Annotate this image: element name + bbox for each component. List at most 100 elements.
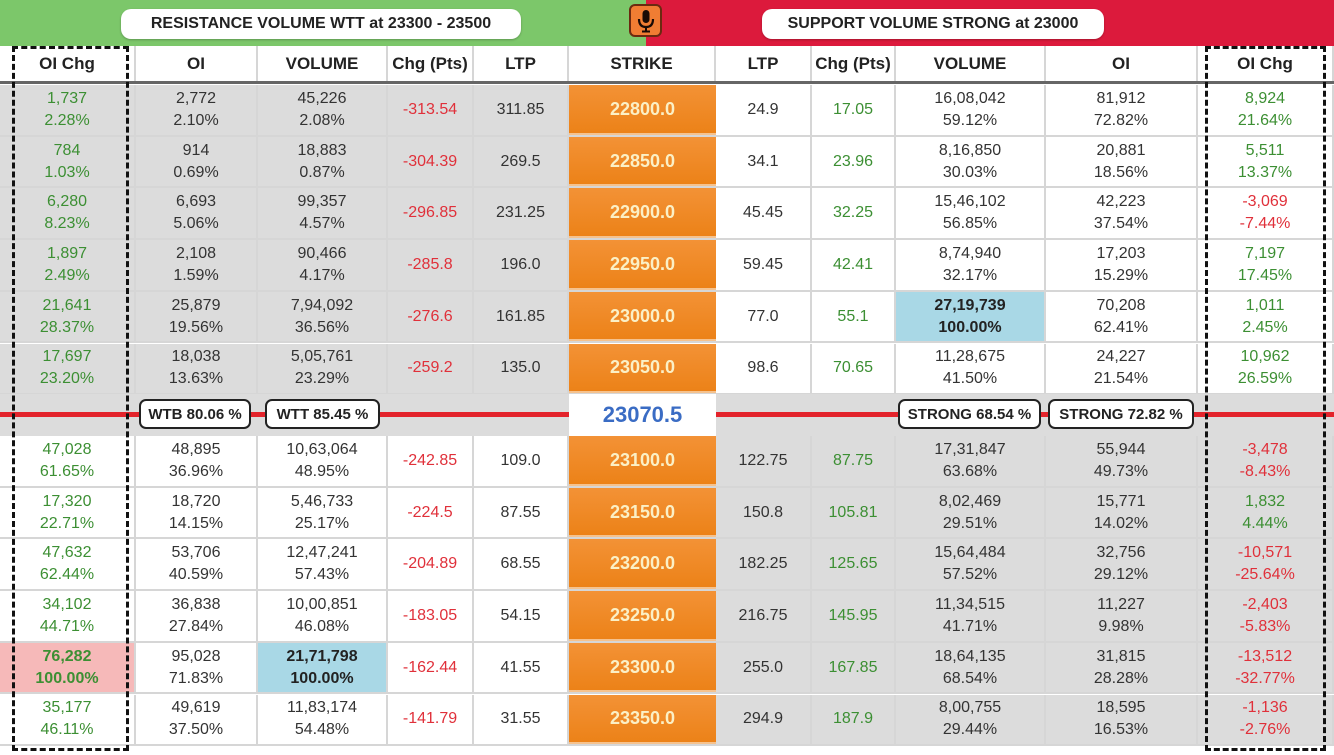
call-oi-value: 95,028 (171, 647, 221, 665)
header-call-change-pts[interactable]: Chg (Pts) (388, 46, 474, 81)
strike-cell[interactable]: 23150.0 (569, 487, 716, 538)
put-volume-cell: 11,34,515 41.71% (896, 591, 1046, 641)
header-put-ltp[interactable]: LTP (716, 46, 812, 81)
header-put-volume[interactable]: VOLUME (896, 46, 1046, 81)
header-put-oi[interactable]: OI (1046, 46, 1198, 81)
call-ltp-cell: 135.0 (474, 343, 569, 394)
call-oi-change-value: 35,177 (42, 699, 92, 717)
spot-price: 23070.5 (569, 394, 716, 436)
call-oi-cell: 2,772 2.10% (136, 85, 258, 135)
table-row[interactable]: 1,737 2.28% 2,772 2.10% 45,226 2.08% -313.54 31… (0, 85, 1334, 137)
put-oi-value: 24,227 (1096, 348, 1146, 366)
call-volume-percent: 4.57% (299, 215, 345, 233)
table-row[interactable]: 34,102 44.71% 36,838 27.84% 10,00,851 46.08% -… (0, 591, 1334, 643)
strike-cell[interactable]: 23350.0 (569, 694, 716, 745)
call-oi-change-percent: 22.71% (39, 514, 95, 532)
put-change-pts-cell: 125.65 (812, 539, 896, 590)
strike-cell[interactable]: 23300.0 (569, 642, 716, 693)
header-call-ltp[interactable]: LTP (474, 46, 569, 81)
header-put-change-pts[interactable]: Chg (Pts) (812, 46, 896, 81)
strike-cell[interactable]: 23000.0 (569, 291, 716, 342)
put-volume-cell: 8,02,469 29.51% (896, 487, 1046, 538)
call-volume-percent: 0.87% (299, 163, 345, 181)
table-row[interactable]: 47,632 62.44% 53,706 40.59% 12,47,241 57.43% -… (0, 539, 1334, 592)
put-oi-change-percent: -25.64% (1235, 566, 1295, 584)
call-oi-change-percent: 1.03% (44, 163, 90, 181)
call-oi-cell: 18,038 13.63% (136, 343, 258, 394)
call-volume-value: 10,00,851 (286, 595, 358, 613)
strike-cell[interactable]: 22950.0 (569, 240, 716, 290)
spot-divider-row: WTB 80.06 % WTT 85.45 % 23070.5 STRONG 68.5… (0, 394, 1334, 436)
call-oi-cell: 48,895 36.96% (136, 436, 258, 486)
put-oi-cell: 20,881 18.56% (1046, 136, 1198, 187)
call-volume-value: 90,466 (297, 244, 347, 262)
put-oi-change-cell: 1,832 4.44% (1198, 487, 1334, 538)
put-oi-percent: 72.82% (1093, 111, 1149, 129)
put-volume-cell: 11,28,675 41.50% (896, 343, 1046, 394)
strike-cell[interactable]: 23200.0 (569, 539, 716, 590)
header-strike[interactable]: STRIKE (569, 46, 716, 81)
table-row[interactable]: 76,282 100.00% 95,028 71.83% 21,71,798 100.00… (0, 642, 1334, 695)
strike-cell[interactable]: 23100.0 (569, 436, 716, 486)
put-volume-value: 8,74,940 (938, 244, 1002, 262)
table-row[interactable]: 784 1.03% 914 0.69% 18,883 0.87% -304.39 269.5 2… (0, 136, 1334, 189)
put-volume-cell: 16,08,042 59.12% (896, 85, 1046, 135)
call-oi-cell: 18,720 14.15% (136, 487, 258, 538)
call-oi-value: 53,706 (171, 544, 221, 562)
table-row[interactable]: 6,280 8.23% 6,693 5.06% 99,357 4.57% -296.85 23… (0, 188, 1334, 241)
table-header: OI Chg OI VOLUME Chg (Pts) LTP STRIKE LTP Chg (… (0, 46, 1334, 84)
call-oi-value: 49,619 (171, 699, 221, 717)
put-volume-value: 8,00,755 (938, 699, 1002, 717)
strike-cell[interactable]: 22900.0 (569, 188, 716, 239)
put-ltp-cell: 255.0 (716, 642, 812, 693)
strike-cell[interactable]: 23050.0 (569, 343, 716, 394)
call-volume-cell: 12,47,241 57.43% (258, 539, 388, 590)
header-call-oi-change[interactable]: OI Chg (0, 46, 136, 81)
put-volume-value: 15,64,484 (934, 544, 1006, 562)
put-oi-value: 17,203 (1096, 244, 1146, 262)
call-oi-change-cell: 6,280 8.23% (0, 188, 136, 239)
put-oi-value: 31,815 (1096, 647, 1146, 665)
put-volume-cell: 8,74,940 32.17% (896, 240, 1046, 290)
put-oi-value: 15,771 (1096, 492, 1146, 510)
call-oi-percent: 27.84% (168, 617, 224, 635)
call-oi-change-value: 784 (53, 141, 81, 159)
call-ltp-cell: 269.5 (474, 136, 569, 187)
call-change-pts-cell: -296.85 (388, 188, 474, 239)
put-change-pts-cell: 145.95 (812, 591, 896, 641)
header-call-volume[interactable]: VOLUME (258, 46, 388, 81)
put-oi-percent: 9.98% (1098, 617, 1144, 635)
put-oi-cell: 24,227 21.54% (1046, 343, 1198, 394)
table-row[interactable]: 47,028 61.65% 48,895 36.96% 10,63,064 48.95% -… (0, 436, 1334, 488)
call-volume-value: 5,46,733 (290, 492, 354, 510)
header-call-oi[interactable]: OI (136, 46, 258, 81)
table-row[interactable]: 17,697 23.20% 18,038 13.63% 5,05,761 23.29% -2… (0, 343, 1334, 396)
call-ltp-cell: 87.55 (474, 487, 569, 538)
put-oi-cell: 11,227 9.98% (1046, 591, 1198, 641)
put-volume-value: 11,34,515 (935, 595, 1005, 613)
header-put-oi-change[interactable]: OI Chg (1198, 46, 1334, 81)
put-oi-change-cell: -10,571 -25.64% (1198, 539, 1334, 590)
table-row[interactable]: 21,641 28.37% 25,879 19.56% 7,94,092 36.56% -2… (0, 291, 1334, 344)
table-row[interactable]: 17,320 22.71% 18,720 14.15% 5,46,733 25.17% -2… (0, 487, 1334, 540)
put-oi-percent: 14.02% (1093, 514, 1149, 532)
call-oi-value: 36,838 (171, 595, 221, 613)
call-change-pts-cell: -242.85 (388, 436, 474, 486)
strike-cell[interactable]: 23250.0 (569, 591, 716, 641)
call-oi-percent: 1.59% (173, 266, 219, 284)
call-oi-change-percent: 44.71% (39, 617, 95, 635)
microphone-button[interactable] (629, 4, 662, 37)
put-volume-percent: 59.12% (942, 111, 998, 129)
call-change-pts-cell: -162.44 (388, 642, 474, 693)
strike-cell[interactable]: 22850.0 (569, 136, 716, 187)
call-oi-change-percent: 46.11% (40, 721, 94, 739)
call-oi-cell: 6,693 5.06% (136, 188, 258, 239)
call-volume-cell: 10,63,064 48.95% (258, 436, 388, 486)
call-change-pts-cell: -204.89 (388, 539, 474, 590)
call-ltp-cell: 68.55 (474, 539, 569, 590)
table-row[interactable]: 1,897 2.49% 2,108 1.59% 90,466 4.17% -285.8 196… (0, 240, 1334, 292)
call-oi-percent: 2.10% (173, 111, 219, 129)
table-row[interactable]: 35,177 46.11% 49,619 37.50% 11,83,174 54.48% -… (0, 694, 1334, 747)
put-oi-change-cell: -1,136 -2.76% (1198, 694, 1334, 745)
strike-cell[interactable]: 22800.0 (569, 85, 716, 135)
